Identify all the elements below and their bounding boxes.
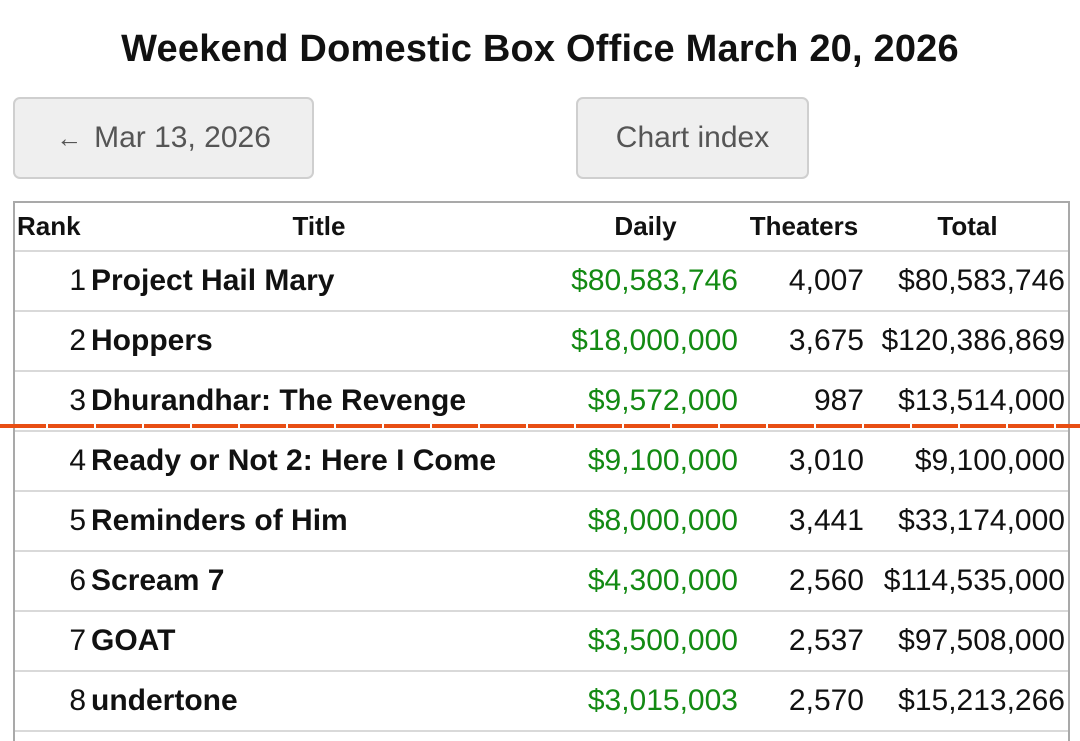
daily-gross: $9,100,000 (550, 431, 741, 492)
daily-gross: $3,015,003 (550, 671, 741, 732)
header-title[interactable]: Title (88, 203, 550, 252)
daily-gross: $18,000,000 (550, 311, 741, 372)
movie-title-link[interactable]: Hoppers (88, 311, 550, 372)
table-header-row: Rank Title Daily Theaters Total (15, 203, 1068, 252)
header-total[interactable]: Total (867, 203, 1068, 252)
total-gross: $9,100,000 (867, 431, 1068, 492)
total-gross: $15,213,266 (867, 671, 1068, 732)
row-rank: 4 (15, 431, 88, 492)
box-office-table: Rank Title Daily Theaters Total 1 Projec… (15, 203, 1068, 732)
row-rank: 1 (15, 251, 88, 312)
row-rank: 7 (15, 611, 88, 672)
table-row: 1 Project Hail Mary $80,583,746 4,007 $8… (15, 251, 1068, 312)
page-title: Weekend Domestic Box Office March 20, 20… (121, 28, 959, 70)
table-row: 7 GOAT $3,500,000 2,537 $97,508,000 (15, 611, 1068, 672)
movie-title-link[interactable]: Ready or Not 2: Here I Come (88, 431, 550, 492)
daily-gross: $8,000,000 (550, 491, 741, 552)
total-gross: $114,535,000 (867, 551, 1068, 612)
theater-count: 2,537 (741, 611, 867, 672)
row-rank: 2 (15, 311, 88, 372)
movie-title-link[interactable]: GOAT (88, 611, 550, 672)
daily-gross: $4,300,000 (550, 551, 741, 612)
table-row: 4 Ready or Not 2: Here I Come $9,100,000… (15, 431, 1068, 492)
theater-count: 3,675 (741, 311, 867, 372)
movie-title-link[interactable]: Project Hail Mary (88, 251, 550, 312)
total-gross: $80,583,746 (867, 251, 1068, 312)
header-rank[interactable]: Rank (15, 203, 88, 252)
left-arrow-icon: ← (56, 122, 83, 153)
daily-gross: $3,500,000 (550, 611, 741, 672)
row-rank: 6 (15, 551, 88, 612)
row-rank: 8 (15, 671, 88, 732)
total-gross: $13,514,000 (867, 371, 1068, 432)
table-row: 3 Dhurandhar: The Revenge $9,572,000 987… (15, 371, 1068, 432)
table-row: 8 undertone $3,015,003 2,570 $15,213,266 (15, 671, 1068, 732)
total-gross: $120,386,869 (867, 311, 1068, 372)
prev-week-label: Mar 13, 2026 (94, 121, 271, 154)
box-office-table-container: Rank Title Daily Theaters Total 1 Projec… (13, 201, 1070, 741)
chart-index-button[interactable]: Chart index (576, 97, 809, 179)
total-gross: $97,508,000 (867, 611, 1068, 672)
movie-title-link[interactable]: undertone (88, 671, 550, 732)
daily-gross: $9,572,000 (550, 371, 741, 432)
table-row: 5 Reminders of Him $8,000,000 3,441 $33,… (15, 491, 1068, 552)
theater-count: 2,560 (741, 551, 867, 612)
theater-count: 2,570 (741, 671, 867, 732)
daily-gross: $80,583,746 (550, 251, 741, 312)
prev-week-button[interactable]: ← Mar 13, 2026 (13, 97, 314, 179)
movie-title-link[interactable]: Dhurandhar: The Revenge (88, 371, 550, 432)
movie-title-link[interactable]: Scream 7 (88, 551, 550, 612)
movie-title-link[interactable]: Reminders of Him (88, 491, 550, 552)
row-rank: 3 (15, 371, 88, 432)
theater-count: 3,010 (741, 431, 867, 492)
orange-dashed-divider (0, 424, 1080, 428)
total-gross: $33,174,000 (867, 491, 1068, 552)
row-rank: 5 (15, 491, 88, 552)
theater-count: 3,441 (741, 491, 867, 552)
table-row: 6 Scream 7 $4,300,000 2,560 $114,535,000 (15, 551, 1068, 612)
theater-count: 987 (741, 371, 867, 432)
header-daily[interactable]: Daily (550, 203, 741, 252)
table-row: 2 Hoppers $18,000,000 3,675 $120,386,869 (15, 311, 1068, 372)
theater-count: 4,007 (741, 251, 867, 312)
chart-index-label: Chart index (615, 121, 770, 154)
header-theaters[interactable]: Theaters (741, 203, 867, 252)
